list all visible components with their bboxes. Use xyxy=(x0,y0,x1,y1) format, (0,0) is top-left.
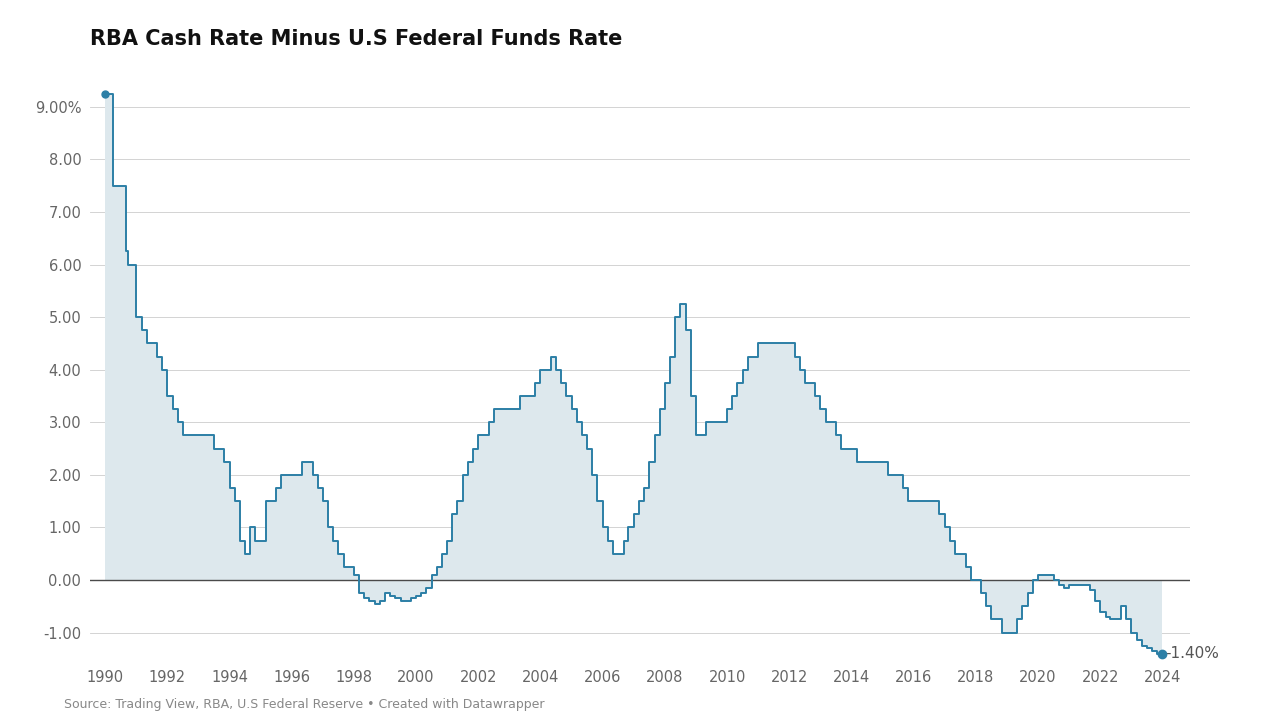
Text: -1.40%: -1.40% xyxy=(1166,646,1220,661)
Text: RBA Cash Rate Minus U.S Federal Funds Rate: RBA Cash Rate Minus U.S Federal Funds Ra… xyxy=(90,29,622,50)
Text: Source: Trading View, RBA, U.S Federal Reserve • Created with Datawrapper: Source: Trading View, RBA, U.S Federal R… xyxy=(64,698,544,711)
